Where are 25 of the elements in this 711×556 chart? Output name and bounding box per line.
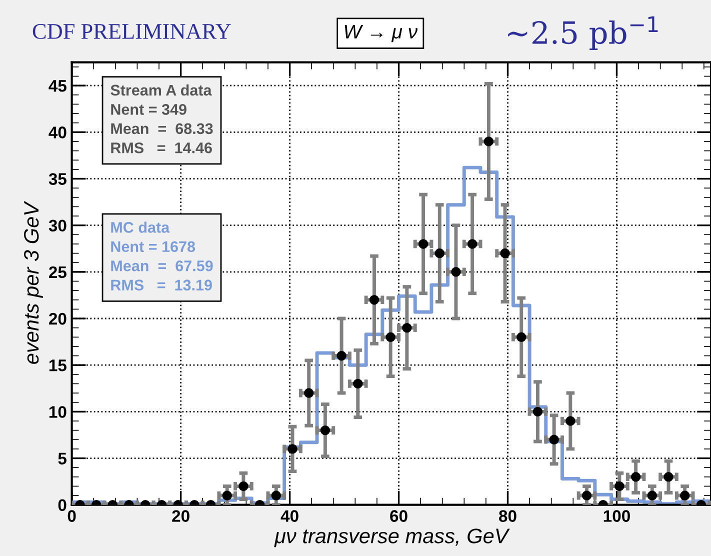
annotation: Nent = 1678 Mean = 67.59 RMS = 13.19 [111, 241, 213, 291]
y-tick-label: 25 [48, 266, 66, 278]
y-tick-label: 40 [48, 126, 66, 138]
x-tick-label: 40 [280, 510, 298, 522]
x-tick-label: 100 [604, 510, 630, 522]
x-tick-label: 80 [499, 510, 516, 522]
y-tick-label: 10 [49, 406, 66, 418]
text: MC data [111, 222, 170, 233]
annotation: Nent = 349 Mean = 68.33 RMS = 14.46 [111, 104, 213, 154]
y-tick-label: 5 [58, 452, 66, 464]
y-axis-title: events per 3 GeV [24, 200, 43, 364]
x-tick-label: 60 [390, 510, 408, 522]
text: ~2.5 pb$^{−1}$ [508, 16, 658, 50]
x-tick-label: 0 [68, 510, 76, 522]
y-tick-label: 30 [48, 220, 66, 232]
y-tick-label: 20 [48, 312, 66, 325]
legend-label: Stream A data [110, 84, 212, 96]
y-tick-label: 45 [48, 80, 66, 92]
chart-title: CDF PRELIMINARY [32, 24, 231, 39]
x-axis-title: μν transverse mass, GeV [274, 528, 510, 548]
y-tick-label: 35 [48, 173, 66, 185]
y-tick-label: 0 [58, 499, 66, 512]
y-tick-label: 15 [49, 360, 66, 372]
chart-subtitle: W → μ ν [344, 25, 418, 42]
x-tick-label: 20 [172, 510, 190, 522]
